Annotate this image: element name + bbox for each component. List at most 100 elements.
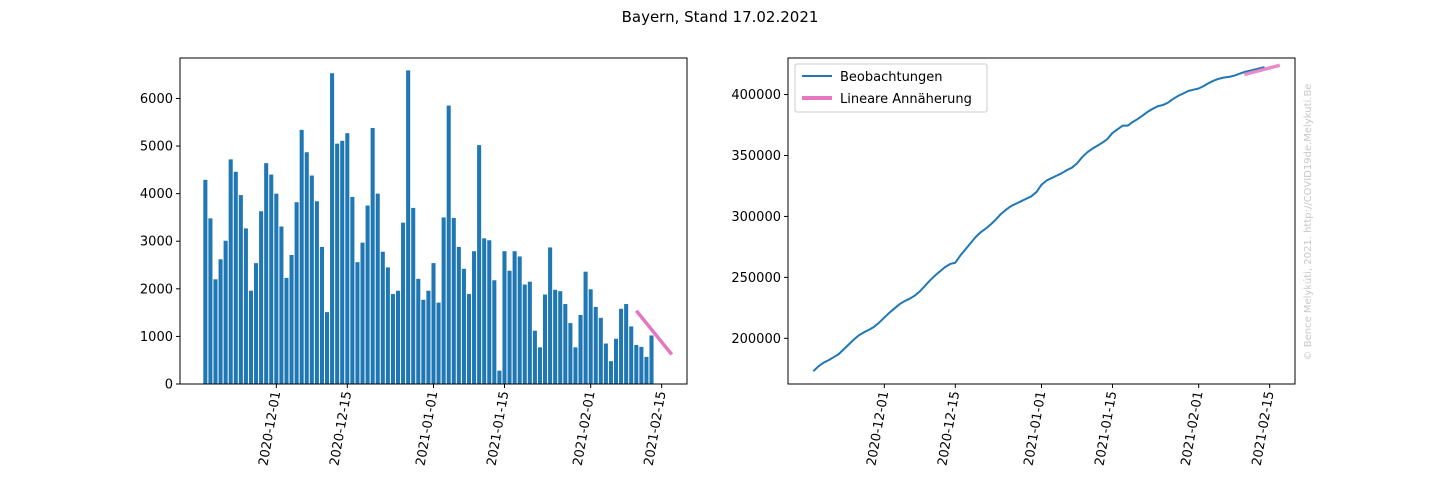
figure-title: Bayern, Stand 17.02.2021 bbox=[622, 8, 819, 26]
bar bbox=[451, 217, 456, 384]
y-tick-label: 1000 bbox=[140, 330, 173, 345]
bar-series bbox=[203, 70, 654, 385]
bar bbox=[624, 304, 629, 384]
bar bbox=[350, 196, 355, 384]
bar bbox=[203, 179, 208, 384]
y-tick-label: 0 bbox=[165, 378, 173, 393]
bar bbox=[385, 267, 390, 384]
bar bbox=[553, 289, 558, 384]
bar bbox=[259, 211, 264, 384]
bar bbox=[461, 268, 466, 384]
y-tick-label: 200000 bbox=[731, 332, 781, 347]
bar bbox=[309, 175, 314, 384]
bar bbox=[223, 240, 228, 384]
bar bbox=[598, 317, 603, 384]
bar bbox=[416, 278, 421, 384]
bar bbox=[583, 271, 588, 384]
y-tick-label: 3000 bbox=[140, 235, 173, 250]
x-tick-label: 2021-02-15 bbox=[642, 390, 670, 467]
bar bbox=[279, 226, 284, 384]
x-tick-label: 2021-01-01 bbox=[414, 390, 442, 467]
bar bbox=[345, 133, 350, 384]
y-tick-label: 4000 bbox=[140, 187, 173, 202]
bar bbox=[634, 344, 639, 384]
bar bbox=[380, 251, 385, 384]
bar bbox=[558, 291, 563, 384]
bar bbox=[254, 263, 259, 384]
bar bbox=[299, 129, 304, 384]
x-tick-label: 2021-02-01 bbox=[1179, 390, 1207, 467]
bar bbox=[446, 105, 451, 384]
fit-line-group bbox=[634, 309, 674, 356]
y-axis-ticks: 0 1000 2000 3000 4000 5000 6000 bbox=[140, 92, 180, 393]
bar bbox=[360, 242, 365, 384]
bar bbox=[238, 195, 243, 384]
y-axis-ticks: 200000 250000 300000 350000 400000 bbox=[731, 88, 788, 347]
credit-text: © Bence Melykúti, 2021. http://COVID19de… bbox=[1302, 84, 1314, 361]
bar bbox=[537, 347, 542, 384]
bar bbox=[613, 338, 619, 384]
bar bbox=[264, 163, 269, 384]
y-tick-label: 300000 bbox=[731, 210, 781, 225]
line-series bbox=[812, 63, 1281, 372]
bar bbox=[441, 217, 446, 384]
x-tick-label: 2021-01-01 bbox=[1022, 390, 1050, 467]
bar bbox=[639, 346, 644, 384]
bar bbox=[502, 251, 507, 384]
x-tick-label: 2020-12-15 bbox=[327, 390, 355, 467]
bar bbox=[512, 251, 517, 384]
bar bbox=[497, 370, 502, 384]
bar bbox=[517, 256, 522, 384]
bar bbox=[390, 294, 395, 384]
y-tick-label: 400000 bbox=[731, 88, 781, 103]
legend: Beobachtungen Lineare Annäherung bbox=[794, 63, 988, 113]
bar bbox=[568, 323, 573, 384]
bar bbox=[269, 174, 274, 384]
bar bbox=[406, 70, 411, 385]
x-axis-ticks: 2020-12-01 2020-12-15 2021-01-01 2021-01-15… bbox=[864, 384, 1278, 467]
bar bbox=[588, 289, 593, 384]
bar bbox=[213, 279, 218, 384]
bar bbox=[294, 202, 299, 384]
bar bbox=[436, 302, 441, 384]
x-tick-label: 2021-01-15 bbox=[1093, 390, 1121, 467]
y-tick-label: 250000 bbox=[731, 271, 781, 286]
bar bbox=[340, 140, 345, 384]
bar bbox=[411, 207, 416, 384]
bar bbox=[573, 347, 578, 384]
bar bbox=[593, 306, 598, 384]
bar bbox=[527, 281, 532, 384]
bar bbox=[355, 262, 360, 384]
bar bbox=[228, 159, 233, 384]
y-tick-label: 5000 bbox=[140, 140, 173, 155]
bar bbox=[243, 228, 248, 384]
bar bbox=[477, 145, 482, 384]
y-tick-label: 2000 bbox=[140, 282, 173, 297]
bar bbox=[563, 304, 568, 384]
bar bbox=[629, 326, 634, 384]
bar bbox=[603, 343, 608, 384]
bar bbox=[482, 238, 487, 384]
x-tick-label: 2021-02-01 bbox=[571, 390, 599, 467]
x-tick-label: 2021-01-15 bbox=[485, 390, 513, 467]
bar bbox=[431, 263, 436, 384]
bar bbox=[608, 361, 613, 384]
legend-box bbox=[794, 63, 988, 113]
bar bbox=[395, 290, 401, 384]
bar bbox=[284, 277, 289, 384]
x-tick-label: 2020-12-01 bbox=[864, 390, 892, 467]
bar bbox=[543, 294, 548, 384]
bar bbox=[325, 312, 330, 384]
bar bbox=[421, 299, 426, 384]
bar bbox=[578, 314, 583, 384]
bar bbox=[456, 246, 461, 384]
observations-line bbox=[812, 66, 1265, 372]
y-tick-label: 350000 bbox=[731, 149, 781, 164]
bar bbox=[532, 330, 537, 384]
x-axis-ticks: 2020-12-01 2020-12-15 2021-01-01 2021-01-15… bbox=[256, 384, 670, 467]
y-tick-label: 6000 bbox=[140, 92, 173, 107]
bar bbox=[487, 240, 492, 384]
x-tick-label: 2021-02-15 bbox=[1250, 390, 1278, 467]
